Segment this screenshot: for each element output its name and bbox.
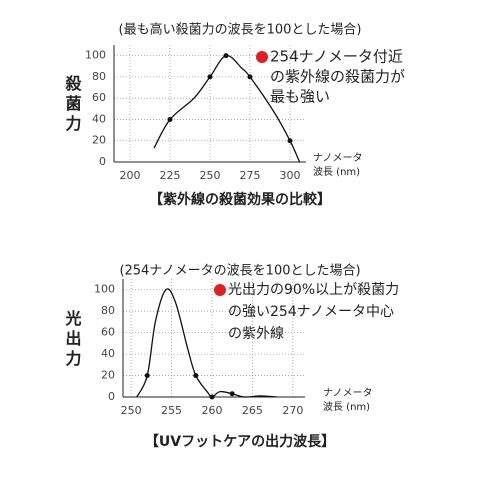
subtitle: (254ナノメータの波長を100とした場合) <box>119 264 360 279</box>
y-tick-label: 0 <box>99 155 106 168</box>
x-tick-label: 255 <box>161 404 182 417</box>
data-point <box>223 53 229 59</box>
annotation-dot <box>214 284 226 296</box>
annotation: の紫外線 <box>228 326 284 342</box>
data-point <box>247 74 253 80</box>
data-point <box>193 373 199 379</box>
data-point <box>167 116 173 122</box>
y-tick-label: 0 <box>108 390 115 403</box>
curve <box>136 288 277 398</box>
x-axis-label: ナノメータ <box>313 152 363 164</box>
annotation-dot <box>256 51 268 63</box>
x-axis-label: 波長 (nm) <box>323 400 370 413</box>
data-point <box>229 391 235 397</box>
annotation: 最も強い <box>270 88 330 106</box>
curve <box>153 54 301 163</box>
y-tick-label: 100 <box>94 283 115 296</box>
annotation: 光出力の90%以上が殺菌力 <box>228 282 399 298</box>
x-tick-label: 270 <box>282 404 303 417</box>
data-point <box>209 394 215 400</box>
x-axis-label: ナノメータ <box>323 387 373 399</box>
x-tick-label: 265 <box>242 404 263 417</box>
caption: 【UVフットケアの出力波長】 <box>145 433 335 450</box>
annotation: 254ナノメータ付近 <box>270 48 403 66</box>
subtitle: (最も高い殺菌力の波長を100とした場合) <box>119 22 362 38</box>
y-tick-label: 20 <box>92 134 106 147</box>
x-tick-label: 300 <box>280 169 301 182</box>
data-point <box>287 138 293 144</box>
y-tick-label: 80 <box>92 70 106 83</box>
annotation: の強い254ナノメータ中心 <box>228 304 394 320</box>
y-tick-label: 20 <box>101 369 115 382</box>
y-axis-label: 殺菌力 <box>63 74 83 135</box>
x-tick-label: 250 <box>200 169 221 182</box>
y-tick-label: 80 <box>101 304 115 317</box>
y-tick-label: 100 <box>85 49 106 62</box>
x-tick-label: 260 <box>201 404 222 417</box>
data-point <box>207 74 213 80</box>
caption: 【紫外線の殺菌効果の比較】 <box>149 191 331 208</box>
x-tick-label: 200 <box>120 169 141 182</box>
x-tick-label: 250 <box>121 404 142 417</box>
annotation: の紫外線の殺菌力が <box>270 68 405 86</box>
y-axis-label: 光出力 <box>63 309 83 370</box>
y-tick-label: 40 <box>92 112 106 125</box>
x-tick-label: 275 <box>240 169 261 182</box>
x-tick-label: 225 <box>160 169 181 182</box>
y-tick-label: 40 <box>101 347 115 360</box>
x-axis-label: 波長 (nm) <box>313 165 360 178</box>
y-tick-label: 60 <box>92 91 106 104</box>
data-point <box>144 373 150 379</box>
y-tick-label: 60 <box>101 326 115 339</box>
